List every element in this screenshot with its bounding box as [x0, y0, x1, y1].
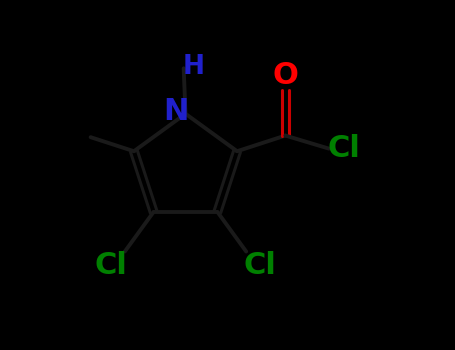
Text: H: H	[182, 54, 204, 79]
Text: N: N	[163, 98, 188, 126]
Text: Cl: Cl	[94, 251, 127, 280]
Text: O: O	[273, 61, 298, 90]
Text: Cl: Cl	[244, 251, 277, 280]
Text: Cl: Cl	[327, 134, 360, 163]
